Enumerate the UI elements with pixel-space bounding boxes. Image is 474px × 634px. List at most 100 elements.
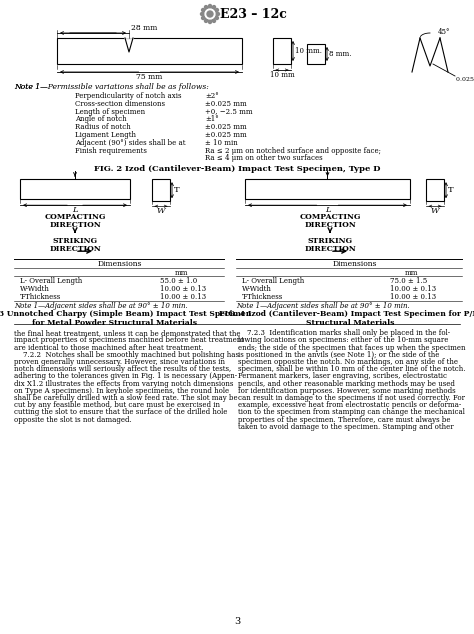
Text: pencils, and other reasonable marking methods may be used: pencils, and other reasonable marking me… bbox=[238, 380, 455, 387]
Text: mm: mm bbox=[405, 269, 419, 277]
Text: ends; the side of the specimen that faces up when the specimen: ends; the side of the specimen that face… bbox=[238, 344, 465, 352]
Text: +0, −2.5 mm: +0, −2.5 mm bbox=[205, 108, 253, 115]
Text: L: L bbox=[325, 206, 330, 214]
Text: 7.2.3  Identification marks shall only be placed in the fol-: 7.2.3 Identification marks shall only be… bbox=[238, 329, 450, 337]
Text: ±0.025 mm: ±0.025 mm bbox=[205, 100, 247, 108]
Text: W-Width: W-Width bbox=[20, 285, 50, 293]
Text: FIG. 4 Izod (Cantilever-Beam) Impact Test Specimen for P/M
Structural Materials: FIG. 4 Izod (Cantilever-Beam) Impact Tes… bbox=[219, 310, 474, 327]
Circle shape bbox=[201, 16, 205, 20]
Text: specimen, shall be within 10 mm of the center line of the notch.: specimen, shall be within 10 mm of the c… bbox=[238, 365, 465, 373]
Text: taken to avoid damage to the specimen. Stamping and other: taken to avoid damage to the specimen. S… bbox=[238, 423, 454, 430]
Circle shape bbox=[204, 20, 208, 22]
Text: W: W bbox=[157, 207, 165, 215]
Circle shape bbox=[209, 4, 211, 8]
Text: on Type A specimens). In keyhole specimens, the round hole: on Type A specimens). In keyhole specime… bbox=[14, 387, 229, 395]
Text: 7.2.2  Notches shall be smoothly machined but polishing has: 7.2.2 Notches shall be smoothly machined… bbox=[14, 351, 239, 359]
Text: Perpendicularity of notch axis: Perpendicularity of notch axis bbox=[75, 92, 182, 100]
Text: 75 mm: 75 mm bbox=[137, 73, 163, 81]
Text: Cross-section dimensions: Cross-section dimensions bbox=[75, 100, 165, 108]
Bar bbox=[20, 179, 130, 199]
Text: COMPACTING: COMPACTING bbox=[44, 213, 106, 221]
Text: mm: mm bbox=[175, 269, 189, 277]
Text: Ligament Length: Ligament Length bbox=[75, 131, 136, 139]
Text: shall be carefully drilled with a slow feed rate. The slot may be: shall be carefully drilled with a slow f… bbox=[14, 394, 237, 402]
Text: Ra ≤ 4 μm on other two surfaces: Ra ≤ 4 μm on other two surfaces bbox=[205, 155, 323, 162]
Text: T-Thickness: T-Thickness bbox=[242, 293, 283, 301]
Text: 10 mm: 10 mm bbox=[270, 71, 294, 79]
Text: ±0.025 mm: ±0.025 mm bbox=[205, 131, 247, 139]
Text: W: W bbox=[431, 207, 439, 215]
Text: COMPACTING: COMPACTING bbox=[299, 213, 361, 221]
Text: adhering to the tolerances given in Fig. 1 is necessary (Appen-: adhering to the tolerances given in Fig.… bbox=[14, 372, 237, 380]
Text: Length of specimen: Length of specimen bbox=[75, 108, 145, 115]
Text: FIG. 3 Unnotched Charpy (Simple Beam) Impact Test Specimen
for Metal Powder Stru: FIG. 3 Unnotched Charpy (Simple Beam) Im… bbox=[0, 310, 252, 327]
Text: 45°: 45° bbox=[438, 28, 450, 36]
Circle shape bbox=[205, 9, 215, 19]
Text: Ra ≤ 2 μm on notched surface and opposite face;: Ra ≤ 2 μm on notched surface and opposit… bbox=[205, 146, 381, 155]
Circle shape bbox=[201, 13, 203, 15]
Text: W-Width: W-Width bbox=[242, 285, 272, 293]
Text: Radius of notch: Radius of notch bbox=[75, 123, 131, 131]
Text: DIRECTION: DIRECTION bbox=[304, 221, 356, 230]
Text: specimen opposite the notch. No markings, on any side of the: specimen opposite the notch. No markings… bbox=[238, 358, 458, 366]
Text: proven generally unnecessary. However, since variations in: proven generally unnecessary. However, s… bbox=[14, 358, 225, 366]
Text: 10.00 ± 0.13: 10.00 ± 0.13 bbox=[390, 285, 436, 293]
Bar bbox=[152, 179, 170, 201]
Text: STRIKING: STRIKING bbox=[53, 237, 98, 245]
Text: is positioned in the anvils (see Note 1); or the side of the: is positioned in the anvils (see Note 1)… bbox=[238, 351, 439, 359]
Text: Note 1—Adjacent sides shall be at 90° ± 10 min.: Note 1—Adjacent sides shall be at 90° ± … bbox=[14, 302, 188, 310]
Text: 10.00 ± 0.13: 10.00 ± 0.13 bbox=[390, 293, 436, 301]
Text: FIG. 2 Izod (Cantilever-Beam) Impact Test Specimen, Type D: FIG. 2 Izod (Cantilever-Beam) Impact Tes… bbox=[94, 165, 380, 173]
Text: are identical to those machined after heat treatment.: are identical to those machined after he… bbox=[14, 344, 204, 352]
Text: L- Overall Length: L- Overall Length bbox=[242, 277, 304, 285]
Circle shape bbox=[212, 6, 216, 9]
Text: T: T bbox=[174, 186, 180, 194]
Text: DIRECTION: DIRECTION bbox=[304, 245, 356, 253]
Text: 10.00 ± 0.13: 10.00 ± 0.13 bbox=[160, 293, 206, 301]
Bar bbox=[426, 179, 444, 201]
Bar bbox=[245, 179, 410, 199]
Text: Dimensions: Dimensions bbox=[98, 260, 142, 268]
Text: ±1°: ±1° bbox=[205, 115, 219, 124]
Text: ±0.025 mm: ±0.025 mm bbox=[205, 123, 247, 131]
Text: T: T bbox=[448, 186, 454, 194]
Circle shape bbox=[204, 6, 208, 9]
Text: the final heat treatment, unless it can be demonstrated that the: the final heat treatment, unless it can … bbox=[14, 329, 240, 337]
Text: dix X1.2 illustrates the effects from varying notch dimensions: dix X1.2 illustrates the effects from va… bbox=[14, 380, 233, 387]
Circle shape bbox=[209, 20, 211, 23]
Text: DIRECTION: DIRECTION bbox=[49, 221, 101, 230]
Circle shape bbox=[215, 8, 219, 11]
Text: Finish requirements: Finish requirements bbox=[75, 146, 147, 155]
Bar bbox=[307, 44, 325, 64]
Text: example, excessive heat from electrostatic pencils or deforma-: example, excessive heat from electrostat… bbox=[238, 401, 461, 409]
Text: STRIKING: STRIKING bbox=[308, 237, 353, 245]
Text: tion to the specimen from stamping can change the mechanical: tion to the specimen from stamping can c… bbox=[238, 408, 465, 417]
Circle shape bbox=[215, 16, 219, 20]
Text: 75.0 ± 1.5: 75.0 ± 1.5 bbox=[390, 277, 427, 285]
Text: L- Overall Length: L- Overall Length bbox=[20, 277, 82, 285]
Text: Note 1—Permissible variations shall be as follows:: Note 1—Permissible variations shall be a… bbox=[14, 83, 209, 91]
Text: 55.0 ± 1.0: 55.0 ± 1.0 bbox=[160, 277, 197, 285]
Circle shape bbox=[203, 7, 217, 21]
Text: 28 mm: 28 mm bbox=[131, 24, 157, 32]
Text: ± 10 min: ± 10 min bbox=[205, 139, 238, 147]
Text: impact properties of specimens machined before heat treatment: impact properties of specimens machined … bbox=[14, 337, 244, 344]
Circle shape bbox=[207, 11, 213, 17]
Text: Note 1—: Note 1— bbox=[14, 83, 48, 91]
Text: Adjacent (90°) sides shall be at: Adjacent (90°) sides shall be at bbox=[75, 139, 185, 147]
Text: cut by any feasible method, but care must be exercised in: cut by any feasible method, but care mus… bbox=[14, 401, 220, 409]
Text: 10.00 ± 0.13: 10.00 ± 0.13 bbox=[160, 285, 206, 293]
Text: properties of the specimen. Therefore, care must always be: properties of the specimen. Therefore, c… bbox=[238, 416, 450, 424]
Text: 0.025 mm R: 0.025 mm R bbox=[456, 77, 474, 82]
Text: 8 mm.: 8 mm. bbox=[329, 50, 352, 58]
Text: Dimensions: Dimensions bbox=[333, 260, 377, 268]
Text: L: L bbox=[72, 206, 78, 214]
Text: opposite the slot is not damaged.: opposite the slot is not damaged. bbox=[14, 416, 132, 424]
Text: DIRECTION: DIRECTION bbox=[49, 245, 101, 253]
Text: T-Thickness: T-Thickness bbox=[20, 293, 61, 301]
Text: 10 mm.: 10 mm. bbox=[295, 47, 322, 55]
Bar bbox=[57, 38, 242, 64]
Text: can result in damage to the specimens if not used correctly. For: can result in damage to the specimens if… bbox=[238, 394, 465, 402]
Text: for identification purposes. However, some marking methods: for identification purposes. However, so… bbox=[238, 387, 456, 395]
Bar bbox=[273, 38, 291, 64]
